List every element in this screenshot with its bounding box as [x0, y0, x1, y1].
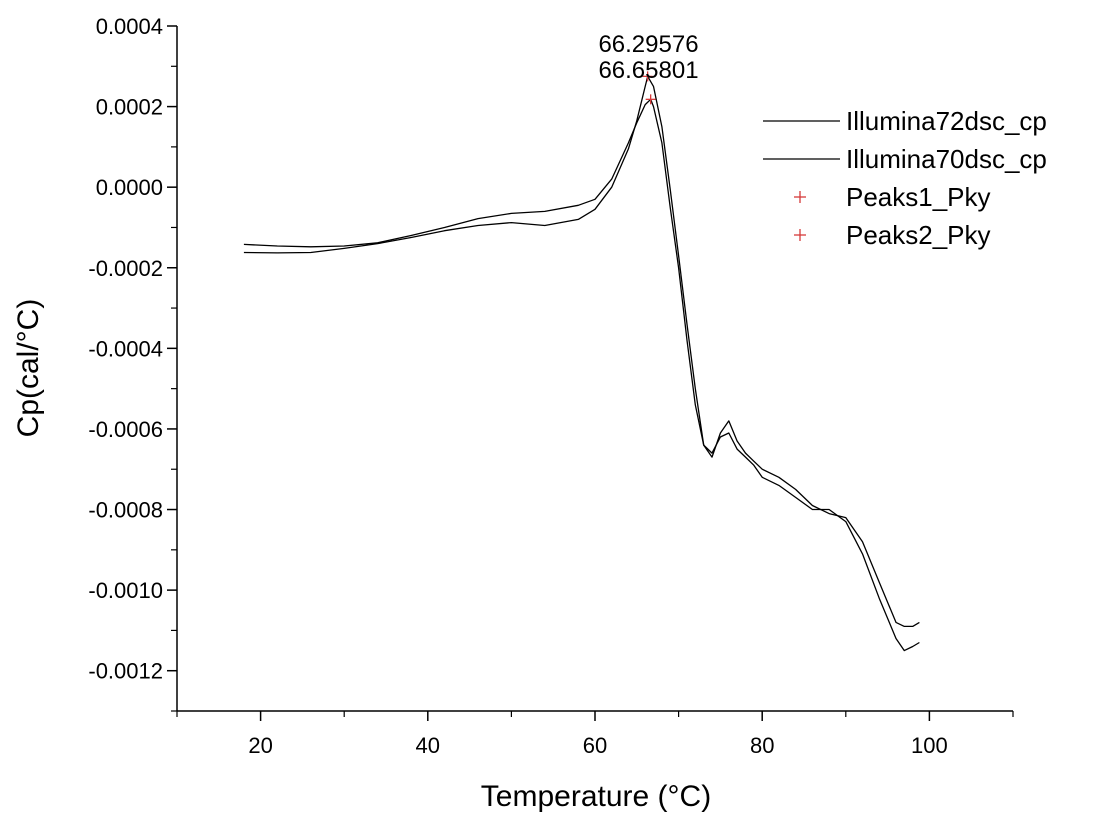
y-tick-label: -0.0010 [88, 578, 163, 603]
y-tick-label: 0.0004 [96, 14, 163, 39]
x-tick-label: 100 [911, 733, 948, 758]
y-axis-title: Cp(cal/°C) [12, 299, 45, 438]
x-tick-label: 20 [248, 733, 272, 758]
series-layer [243, 75, 920, 652]
peak-label: 66.65801 [598, 57, 698, 84]
x-tick-label: 80 [750, 733, 774, 758]
y-tick-label: -0.0004 [88, 336, 163, 361]
x-axis-title: Temperature (°C) [481, 780, 711, 813]
y-tick-label: 0.0002 [96, 95, 163, 120]
legend-label: Peaks2_Pky [846, 220, 991, 250]
x-tick-label: 40 [416, 733, 440, 758]
legend: Illumina72dsc_cp Illumina70dsc_cp Peaks1_P… [763, 106, 1047, 250]
y-tick-label: -0.0012 [88, 659, 163, 684]
y-tick-label: -0.0006 [88, 417, 163, 442]
legend-label: Illumina70dsc_cp [846, 144, 1047, 174]
series-line-2 [243, 98, 920, 652]
y-ticks: 0.0004 0.0002 0.0000 -0.0002 -0.0004 -0.0006 -… [88, 14, 177, 712]
peak-label: 66.29576 [598, 31, 698, 58]
plot-area: 0.0004 0.0002 0.0000 -0.0002 -0.0004 -0.0006 -… [88, 14, 1014, 758]
legend-label: Illumina72dsc_cp [846, 106, 1047, 136]
y-tick-label: -0.0008 [88, 498, 163, 523]
legend-label: Peaks1_Pky [846, 182, 991, 212]
y-tick-label: -0.0002 [88, 256, 163, 281]
x-ticks: 20 40 60 80 100 [176, 711, 1014, 758]
x-tick-label: 60 [583, 733, 607, 758]
series-line-1 [243, 75, 920, 628]
y-tick-label: 0.0000 [96, 175, 163, 200]
